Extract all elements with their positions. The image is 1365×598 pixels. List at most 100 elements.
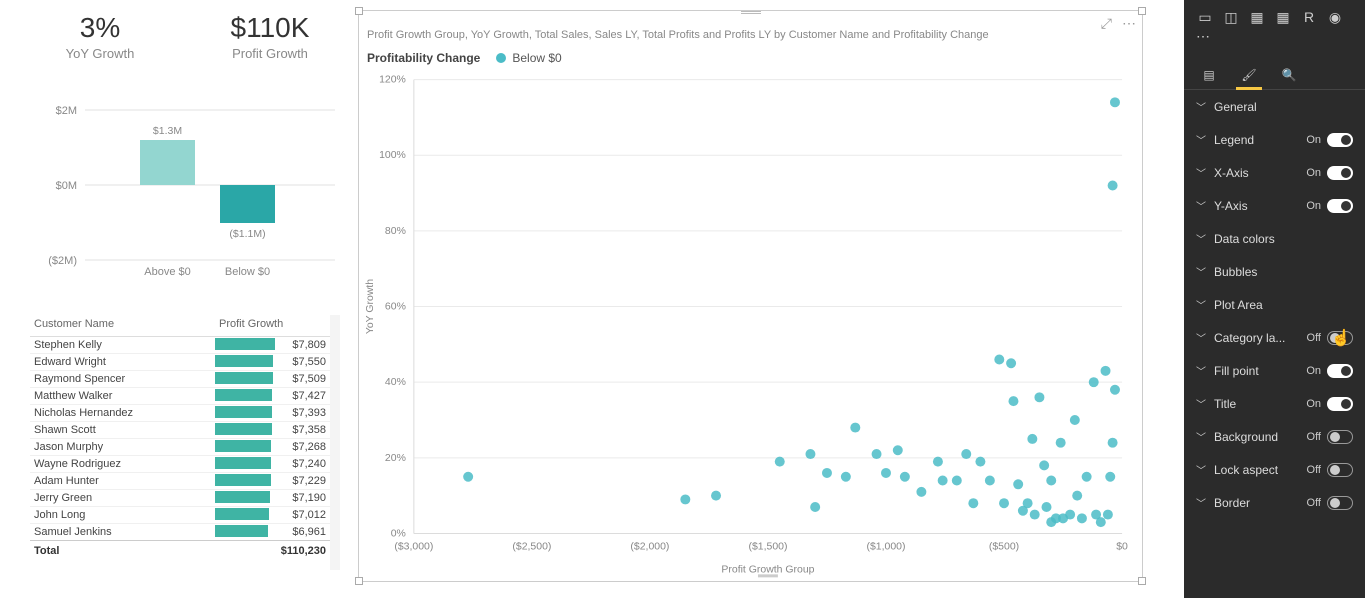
format-section[interactable]: ﹀LegendOn xyxy=(1184,123,1365,156)
cell-bar xyxy=(215,524,275,541)
total-label: Total xyxy=(34,545,59,557)
toggle-switch[interactable] xyxy=(1327,496,1353,510)
cell-bar xyxy=(215,439,275,456)
kpi-yoy-growth[interactable]: 3% YoY Growth xyxy=(25,12,175,61)
col-customer[interactable]: Customer Name xyxy=(30,315,215,337)
cell-customer: Stephen Kelly xyxy=(30,337,215,354)
format-tab[interactable]: ▤ xyxy=(1198,61,1220,89)
table-row[interactable]: Shawn Scott$7,358 xyxy=(30,422,330,439)
cell-value: $7,427 xyxy=(275,388,330,405)
section-label: Lock aspect xyxy=(1214,463,1297,477)
total-value: $110,230 xyxy=(281,545,326,557)
format-section[interactable]: ﹀General xyxy=(1184,90,1365,123)
svg-text:20%: 20% xyxy=(385,453,406,464)
table-row[interactable]: Matthew Walker$7,427 xyxy=(30,388,330,405)
chevron-down-icon: ﹀ xyxy=(1196,330,1208,345)
format-section[interactable]: ﹀Plot Area xyxy=(1184,288,1365,321)
toggle-state: On xyxy=(1297,200,1321,212)
format-section[interactable]: ﹀BackgroundOff xyxy=(1184,420,1365,453)
resize-handle[interactable] xyxy=(1138,577,1146,585)
more-options-icon[interactable]: ⋯ xyxy=(1122,15,1136,32)
drag-handle-icon[interactable] xyxy=(741,10,761,14)
cell-customer: Jerry Green xyxy=(30,490,215,507)
toggle-state: Off xyxy=(1297,332,1321,344)
resize-handle[interactable] xyxy=(355,577,363,585)
resize-handle[interactable] xyxy=(355,7,363,15)
cell-value: $7,550 xyxy=(275,354,330,371)
format-section[interactable]: ﹀X-AxisOn xyxy=(1184,156,1365,189)
format-section[interactable]: ﹀ Lock aspectOff xyxy=(1184,453,1365,486)
cell-value: $7,229 xyxy=(275,473,330,490)
viz-type-icon[interactable]: ▦ xyxy=(1274,8,1292,26)
table-row[interactable]: Adam Hunter$7,229 xyxy=(30,473,330,490)
cell-customer: Wayne Rodriguez xyxy=(30,456,215,473)
table-row[interactable]: Stephen Kelly$7,809 xyxy=(30,337,330,354)
svg-text:40%: 40% xyxy=(385,377,406,388)
cell-value: $7,393 xyxy=(275,405,330,422)
format-tab-active[interactable]: 🖌 xyxy=(1238,61,1260,89)
viz-type-icon[interactable]: ◉ xyxy=(1326,8,1344,26)
format-pane: ▭◫▦▦R◉ ⋯ ▤🖌🔍 ﹀General﹀LegendOn﹀X-AxisOn﹀… xyxy=(1184,0,1365,598)
format-section[interactable]: ﹀BorderOff xyxy=(1184,486,1365,519)
chart-legend[interactable]: Profitability Change Below $0 xyxy=(367,51,562,65)
toggle-state: Off xyxy=(1297,464,1321,476)
table-row[interactable]: Wayne Rodriguez $7,240 xyxy=(30,456,330,473)
svg-text:$2M: $2M xyxy=(56,105,77,117)
viz-type-icon[interactable]: ◫ xyxy=(1222,8,1240,26)
format-section[interactable]: ﹀Fill pointOn xyxy=(1184,354,1365,387)
viz-type-icon[interactable]: R xyxy=(1300,8,1318,26)
viz-type-icon[interactable]: ▦ xyxy=(1248,8,1266,26)
svg-text:($3,000): ($3,000) xyxy=(394,541,433,552)
table-row[interactable]: Raymond Spencer$7,509 xyxy=(30,371,330,388)
svg-text:60%: 60% xyxy=(385,302,406,313)
focus-mode-icon[interactable]: ⤢ xyxy=(1101,15,1112,32)
format-section[interactable]: ﹀Y-AxisOn xyxy=(1184,189,1365,222)
section-label: Bubbles xyxy=(1214,265,1353,279)
cell-bar xyxy=(215,337,275,354)
svg-text:0%: 0% xyxy=(391,528,406,539)
viz-type-icon[interactable]: ▭ xyxy=(1196,8,1214,26)
toggle-switch[interactable] xyxy=(1327,364,1353,378)
toggle-switch[interactable] xyxy=(1327,133,1353,147)
table-row[interactable]: Nicholas Hernandez$7,393 xyxy=(30,405,330,422)
table-row[interactable]: John Long$7,012 xyxy=(30,507,330,524)
toggle-switch[interactable] xyxy=(1327,430,1353,444)
mini-bar-chart[interactable]: $2M$0M($2M)$1.3MAbove $0($1.1M)Below $0 xyxy=(25,100,345,290)
svg-text:80%: 80% xyxy=(385,226,406,237)
table-row[interactable]: Edward Wright$7,550 xyxy=(30,354,330,371)
scatter-plot-area[interactable]: 0%20%40%60%80%100%120%($3,000)($2,500)($… xyxy=(359,69,1142,579)
col-profit-growth[interactable]: Profit Growth xyxy=(215,315,330,337)
format-section[interactable]: ﹀TitleOn xyxy=(1184,387,1365,420)
svg-text:Profit Growth Group: Profit Growth Group xyxy=(721,564,814,575)
format-section[interactable]: ﹀Data colors xyxy=(1184,222,1365,255)
chevron-down-icon: ﹀ xyxy=(1196,264,1208,279)
format-section[interactable]: ﹀ Bubbles xyxy=(1184,255,1365,288)
toggle-switch[interactable] xyxy=(1327,397,1353,411)
kpi-cards: 3% YoY Growth $110K Profit Growth xyxy=(25,12,345,61)
cell-value: $6,961 xyxy=(275,524,330,541)
cell-value: $7,012 xyxy=(275,507,330,524)
table-row[interactable]: Samuel Jenkins$6,961 xyxy=(30,524,330,541)
svg-text:$0: $0 xyxy=(1116,541,1128,552)
toggle-switch[interactable] xyxy=(1327,199,1353,213)
chevron-down-icon: ﹀ xyxy=(1196,363,1208,378)
more-visuals-icon[interactable]: ⋯ xyxy=(1184,28,1365,53)
customer-table[interactable]: Customer Name Profit Growth Stephen Kell… xyxy=(30,315,340,570)
section-label: X-Axis xyxy=(1214,166,1297,180)
format-tab[interactable]: 🔍 xyxy=(1278,61,1300,89)
chevron-down-icon: ﹀ xyxy=(1196,198,1208,213)
chevron-down-icon: ﹀ xyxy=(1196,462,1208,477)
toggle-switch[interactable] xyxy=(1327,166,1353,180)
resize-handle[interactable] xyxy=(1138,7,1146,15)
toggle-state: On xyxy=(1297,167,1321,179)
kpi-profit-growth[interactable]: $110K Profit Growth xyxy=(195,12,345,61)
toggle-switch[interactable] xyxy=(1327,331,1353,345)
cell-value: $7,240 xyxy=(275,456,330,473)
svg-text:120%: 120% xyxy=(379,75,406,86)
toggle-switch[interactable] xyxy=(1327,463,1353,477)
format-section[interactable]: ﹀Category la...Off☝ xyxy=(1184,321,1365,354)
scatter-visual[interactable]: ⤢ ⋯ Profit Growth Group, YoY Growth, Tot… xyxy=(358,10,1143,582)
legend-swatch-icon xyxy=(496,53,506,63)
table-row[interactable]: Jason Murphy$7,268 xyxy=(30,439,330,456)
table-row[interactable]: Jerry Green$7,190 xyxy=(30,490,330,507)
